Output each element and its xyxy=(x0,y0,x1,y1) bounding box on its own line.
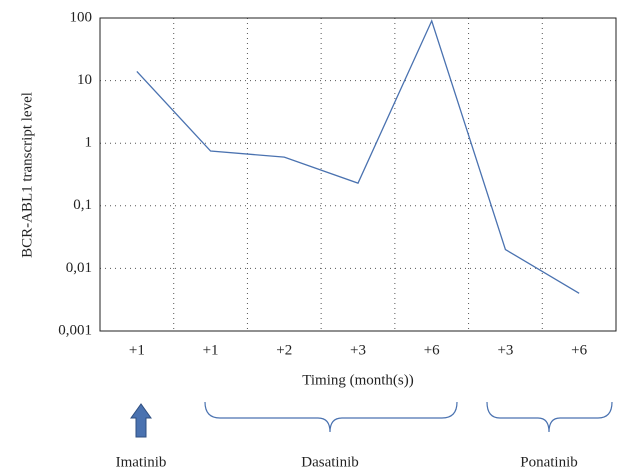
y-tick-label: 1 xyxy=(85,135,93,151)
y-tick-label: 0,1 xyxy=(73,197,92,213)
plot-frame xyxy=(99,17,617,332)
y-tick-label: 10 xyxy=(77,72,92,88)
y-axis-label: BCR-ABL1 transcript level xyxy=(19,92,35,258)
x-tick-label: +1 xyxy=(203,342,219,358)
x-tick-label: +2 xyxy=(276,342,292,358)
annotation: Ponatinib xyxy=(520,454,578,470)
brace xyxy=(204,401,458,433)
x-tick-label: +6 xyxy=(571,342,587,358)
x-tick-label: +3 xyxy=(497,342,513,358)
y-tick-label: 0,01 xyxy=(66,260,92,276)
y-tick-label: 0,001 xyxy=(58,322,92,338)
arrow xyxy=(130,403,152,438)
x-axis-label: Timing (month(s)) xyxy=(302,372,414,388)
brace xyxy=(486,401,613,433)
data-line xyxy=(136,19,580,294)
y-tick-label: 100 xyxy=(70,9,93,25)
annotation: Dasatinib xyxy=(301,454,359,470)
annotation: Imatinib xyxy=(116,454,167,470)
x-tick-label: +1 xyxy=(129,342,145,358)
x-tick-label: +6 xyxy=(424,342,440,358)
x-tick-label: +3 xyxy=(350,342,366,358)
